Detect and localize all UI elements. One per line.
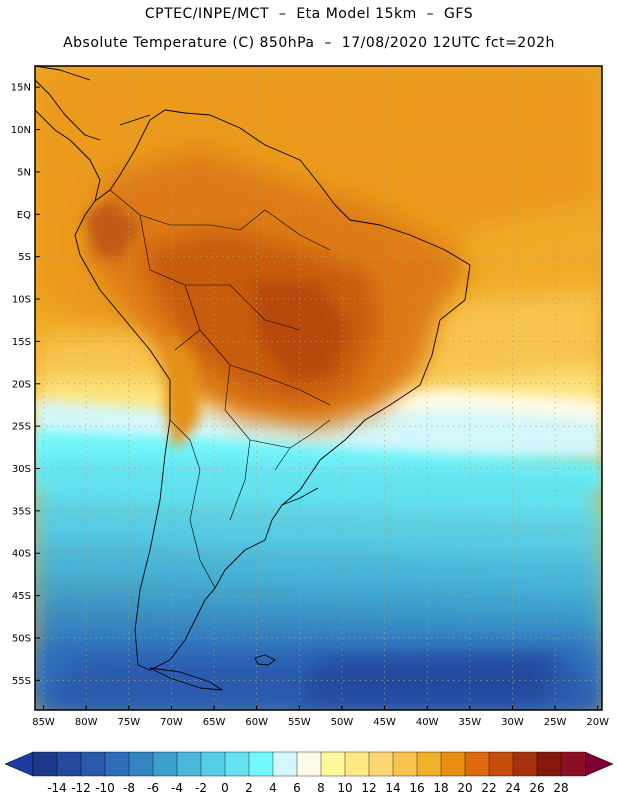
colorbar-swatch <box>440 751 466 777</box>
colorbar-label: -6 <box>147 781 159 795</box>
lon-tick-label: 45W <box>373 717 396 728</box>
lat-tick-label: 25S <box>12 422 31 433</box>
colorbar-label: 10 <box>337 781 352 795</box>
lon-tick-label: 25W <box>544 717 567 728</box>
colorbar-label: 26 <box>529 781 544 795</box>
lon-tick-label: 85W <box>32 717 55 728</box>
lon-tick-label: 75W <box>117 717 140 728</box>
colorbar-label: 6 <box>293 781 301 795</box>
map-frame <box>34 65 603 711</box>
lat-tick-label: EQ <box>17 210 31 221</box>
colorbar-label: -12 <box>71 781 91 795</box>
colorbar-swatch <box>344 751 370 777</box>
colorbar-label: -8 <box>123 781 135 795</box>
colorbar-swatch <box>464 751 490 777</box>
colorbar-swatch <box>368 751 394 777</box>
colorbar-swatch <box>176 751 202 777</box>
title-line-1: CPTEC/INPE/MCT – Eta Model 15km – GFS <box>144 6 474 22</box>
lon-tick-label: 65W <box>203 717 226 728</box>
colorbar-label: 22 <box>481 781 496 795</box>
lat-tick-label: 50S <box>12 633 31 644</box>
tierra-del-fuego <box>149 667 223 691</box>
colorbar-label: 18 <box>433 781 448 795</box>
lon-tick-label: 40W <box>416 717 439 728</box>
colorbar-swatch <box>152 751 178 777</box>
lon-tick-label: 70W <box>160 717 183 728</box>
lat-tick-label: 10S <box>12 295 31 306</box>
colorbar-high-arrow <box>584 751 614 777</box>
colorbar-swatch <box>248 751 274 777</box>
caribbean-coast <box>35 66 151 126</box>
coastlines <box>35 66 471 691</box>
lat-tick-label: 15N <box>11 83 31 94</box>
colorbar-swatch <box>200 751 226 777</box>
lat-tick-label: 30S <box>12 464 31 475</box>
colorbar-swatch <box>128 751 154 777</box>
longitude-axis: 85W 80W 75W 70W 65W 60W 55W 50W 45W 40W 35W 30W 25W 2… <box>32 705 609 728</box>
colorbar-label: -14 <box>47 781 67 795</box>
colorbar-label: 0 <box>221 781 229 795</box>
lat-tick-label: 45S <box>12 591 31 602</box>
falkland-islands <box>254 654 276 666</box>
temperature-field <box>35 66 602 710</box>
rio-de-la-plata <box>281 487 319 506</box>
lat-tick-label: 5N <box>17 167 31 178</box>
colorbar-label: 20 <box>457 781 472 795</box>
south-america-coastline <box>74 109 471 671</box>
title-line-2: Absolute Temperature (C) 850hPa – 17/08/… <box>63 35 555 51</box>
colorbar-swatch <box>560 751 586 777</box>
colorbar-label: 2 <box>245 781 253 795</box>
lat-tick-label: 55S <box>12 676 31 687</box>
colorbar-label: 14 <box>385 781 400 795</box>
colorbar-swatch <box>320 751 346 777</box>
colorbar-swatch <box>512 751 538 777</box>
colorbar-swatch <box>224 751 250 777</box>
colorbar-swatch <box>536 751 562 777</box>
lon-tick-label: 30W <box>501 717 524 728</box>
colorbar-swatch <box>416 751 442 777</box>
lat-tick-label: 15S <box>12 337 31 348</box>
latitude-axis: 15N 10N 5N EQ 5S 10S 15S 20S 25S 30S 35S 40S 45S 50S 5… <box>11 83 40 687</box>
colorbar: -14 -12 -10 -8 -6 -4 -2 0 2 4 6 8 10 12 14 16 18 20 22 24 26… <box>4 751 614 795</box>
colorbar-swatch <box>32 751 58 777</box>
colorbar-swatch <box>392 751 418 777</box>
colorbar-swatch <box>488 751 514 777</box>
colorbar-swatch <box>56 751 82 777</box>
lon-tick-label: 35W <box>459 717 482 728</box>
graticule <box>35 66 602 710</box>
colorbar-label: -4 <box>171 781 183 795</box>
colorbar-label: 12 <box>361 781 376 795</box>
lat-tick-label: 20S <box>12 379 31 390</box>
colorbar-label: -10 <box>95 781 115 795</box>
colorbar-low-arrow <box>4 751 34 777</box>
lon-tick-label: 20W <box>586 717 609 728</box>
colorbar-label: -2 <box>195 781 207 795</box>
colorbar-swatch <box>104 751 130 777</box>
colorbar-label: 8 <box>317 781 325 795</box>
lon-tick-label: 60W <box>245 717 268 728</box>
lat-tick-label: 40S <box>12 549 31 560</box>
lon-tick-label: 55W <box>288 717 311 728</box>
colorbar-label: 16 <box>409 781 424 795</box>
colorbar-label: 28 <box>553 781 568 795</box>
lat-tick-label: 5S <box>18 252 31 263</box>
internal-borders <box>109 189 331 589</box>
colorbar-swatch <box>296 751 322 777</box>
lat-tick-label: 35S <box>12 506 31 517</box>
colorbar-swatch <box>80 751 106 777</box>
lat-tick-label: 10N <box>11 125 31 136</box>
colorbar-label: 24 <box>505 781 520 795</box>
colorbar-label: 4 <box>269 781 277 795</box>
lon-tick-label: 50W <box>331 717 354 728</box>
lon-tick-label: 80W <box>75 717 98 728</box>
colorbar-swatch <box>272 751 298 777</box>
central-america-coastline <box>35 79 101 202</box>
